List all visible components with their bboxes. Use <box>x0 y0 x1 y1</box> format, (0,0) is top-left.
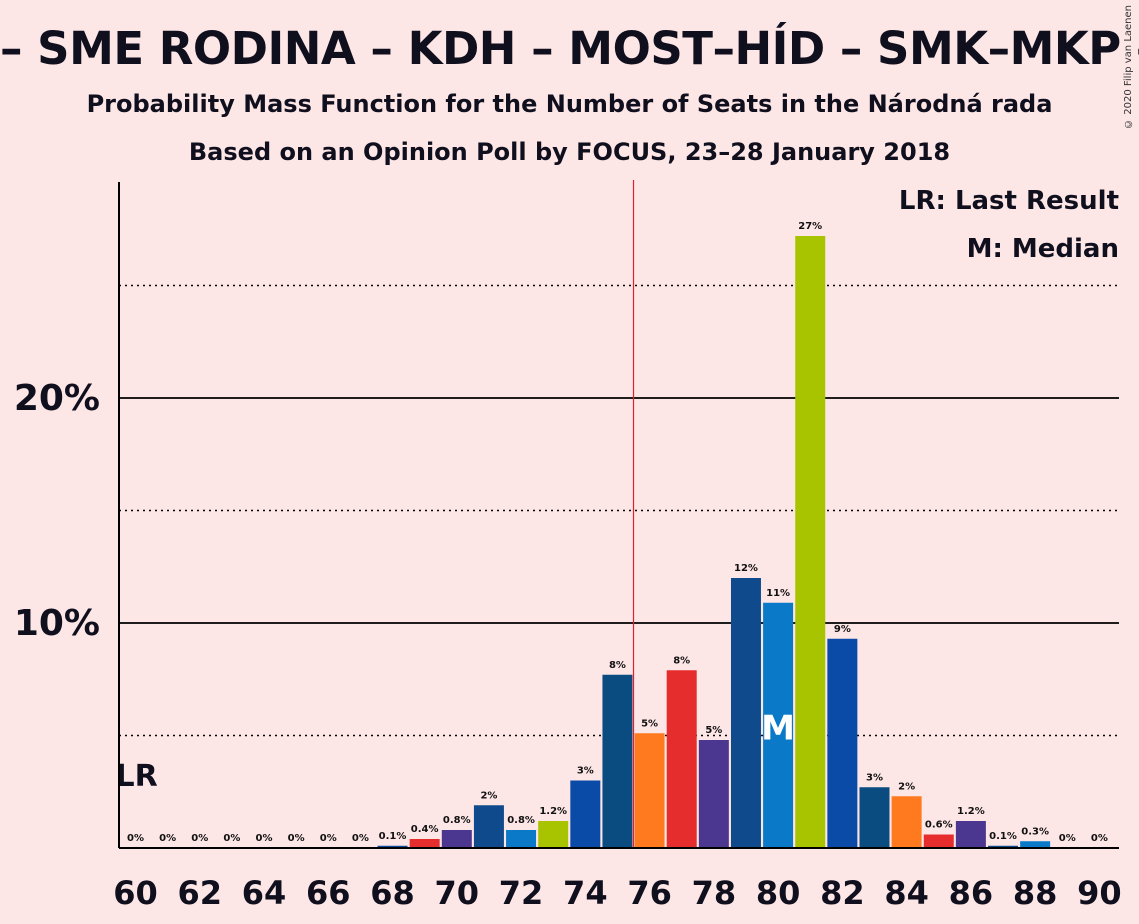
bar-value-label: 3% <box>866 772 883 783</box>
bar-value-label: 0.8% <box>443 815 471 826</box>
last-result-marker: LR <box>116 759 158 794</box>
bar-value-label: 0% <box>1059 833 1076 844</box>
bar-value-label: 0.1% <box>379 831 407 842</box>
bar-80 <box>763 602 794 848</box>
bar-value-label: 1.2% <box>539 806 567 817</box>
bar-value-label: 0% <box>159 833 176 844</box>
bar-74 <box>570 780 601 848</box>
bar-value-label: 2% <box>898 781 915 792</box>
legend-last-result: LR: Last Result <box>898 186 1119 216</box>
x-tick-label: 60 <box>113 874 158 912</box>
bar-76 <box>634 733 665 848</box>
x-tick-label: 64 <box>242 874 287 912</box>
bar-value-label: 1.2% <box>957 806 985 817</box>
bar-value-label: 0.8% <box>507 815 535 826</box>
bar-value-label: 0.6% <box>925 820 953 831</box>
bar-value-label: 0.4% <box>411 824 439 835</box>
chart-subtitle: Probability Mass Function for the Number… <box>86 90 1053 118</box>
bar-value-label: 2% <box>480 790 497 801</box>
bar-value-label: 8% <box>609 660 626 671</box>
bar-value-label: 0% <box>352 833 369 844</box>
median-marker: M <box>761 708 795 748</box>
y-tick-label: 10% <box>14 603 100 644</box>
x-tick-label: 90 <box>1077 874 1122 912</box>
bar-value-label: 12% <box>734 563 758 574</box>
bar-value-label: 3% <box>577 766 594 777</box>
bar-value-label: 0.3% <box>1021 826 1049 837</box>
bar-77 <box>666 670 697 848</box>
bar-78 <box>698 740 729 848</box>
bar-81 <box>795 236 826 848</box>
x-tick-label: 88 <box>1013 874 1058 912</box>
bar-86 <box>955 821 986 848</box>
bar-87 <box>988 845 1019 848</box>
bar-value-label: 27% <box>798 221 822 232</box>
chart-subtitle-source: Based on an Opinion Poll by FOCUS, 23–28… <box>188 138 951 166</box>
bar-82 <box>827 638 858 848</box>
x-tick-label: 80 <box>756 874 801 912</box>
bar-85 <box>923 834 954 848</box>
bar-79 <box>730 578 761 848</box>
bar-value-label: 0% <box>223 833 240 844</box>
x-tick-label: 86 <box>949 874 994 912</box>
bar-value-label: 0% <box>1091 833 1108 844</box>
x-tick-label: 70 <box>435 874 480 912</box>
bar-value-label: 0% <box>127 833 144 844</box>
bar-72 <box>506 830 537 848</box>
bar-value-label: 0% <box>320 833 337 844</box>
chart-title: – SME RODINA – KDH – MOST–HÍD – SMK–MKP … <box>0 22 1139 75</box>
x-tick-label: 72 <box>499 874 544 912</box>
bar-88 <box>1020 841 1051 848</box>
x-tick-label: 82 <box>820 874 865 912</box>
x-tick-label: 84 <box>884 874 929 912</box>
bar-value-label: 0% <box>256 833 273 844</box>
bar-value-label: 8% <box>673 655 690 666</box>
bar-75 <box>602 674 633 848</box>
bar-value-label: 11% <box>766 588 790 599</box>
bar-70 <box>441 830 472 848</box>
bar-71 <box>473 805 504 848</box>
bar-value-label: 9% <box>834 624 851 635</box>
x-tick-label: 62 <box>177 874 222 912</box>
bar-69 <box>409 839 440 848</box>
y-tick-label: 20% <box>14 378 100 419</box>
x-tick-label: 66 <box>306 874 351 912</box>
x-tick-label: 78 <box>692 874 737 912</box>
bar-68 <box>377 845 408 848</box>
bar-83 <box>859 787 890 848</box>
x-tick-label: 76 <box>627 874 672 912</box>
bar-84 <box>891 796 922 848</box>
bar-value-label: 5% <box>641 718 658 729</box>
legend-median: M: Median <box>966 234 1119 264</box>
bar-value-label: 0% <box>288 833 305 844</box>
bar-value-label: 5% <box>705 725 722 736</box>
x-tick-label: 74 <box>563 874 608 912</box>
bar-value-label: 0% <box>191 833 208 844</box>
bar-value-label: 0.1% <box>989 831 1017 842</box>
x-tick-label: 68 <box>370 874 415 912</box>
bar-73 <box>538 821 569 848</box>
